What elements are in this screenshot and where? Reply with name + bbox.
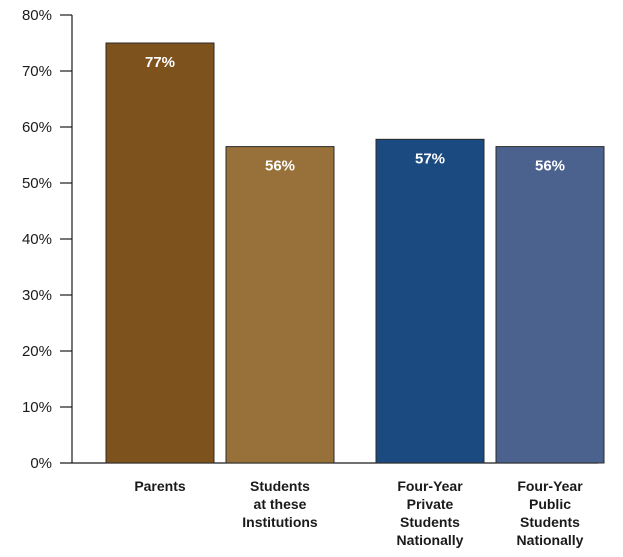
y-tick-label: 50% [22,175,52,192]
category-label-line: Private [407,496,454,512]
category-label-line: Parents [134,478,186,494]
y-tick-label: 60% [22,119,52,136]
bar [225,146,335,464]
category-label-line: at these [254,496,307,512]
category-label: Four-Year Public Students Nationally [517,478,584,548]
y-tick-label: 30% [22,287,52,304]
bar-value-label: 57% [415,150,445,167]
bar-value-label: 56% [265,158,295,175]
y-tick-label: 40% [22,231,52,248]
category-label: Parents [134,478,186,494]
category-label-line: Institutions [242,514,318,530]
category-label: Four-Year Private Students Nationally [397,478,464,548]
category-label-line: Nationally [397,532,464,548]
category-label-line: Students [400,514,460,530]
axis-layer: 0% 10% 20% 30% 40% 50% 60% 70% 80% [22,7,598,472]
bars-layer [105,42,605,464]
bar [375,138,485,464]
y-tick-label: 80% [22,7,52,24]
category-label-line: Four-Year [397,478,463,494]
category-label-line: Students [250,478,310,494]
bar-value-label: 77% [145,54,175,71]
y-tick-label: 20% [22,343,52,360]
category-label-line: Nationally [517,532,584,548]
y-tick-label: 0% [30,455,52,472]
category-label-line: Students [520,514,580,530]
category-label: Students at these Institutions [242,478,318,530]
category-label-line: Four-Year [517,478,583,494]
y-tick-label: 70% [22,63,52,80]
category-label-line: Public [529,496,571,512]
bar [105,42,215,464]
bar [495,146,605,464]
y-tick-label: 10% [22,399,52,416]
bar-value-label: 56% [535,158,565,175]
labels-layer: 77% Parents 56% Students at these Institution… [134,54,583,548]
